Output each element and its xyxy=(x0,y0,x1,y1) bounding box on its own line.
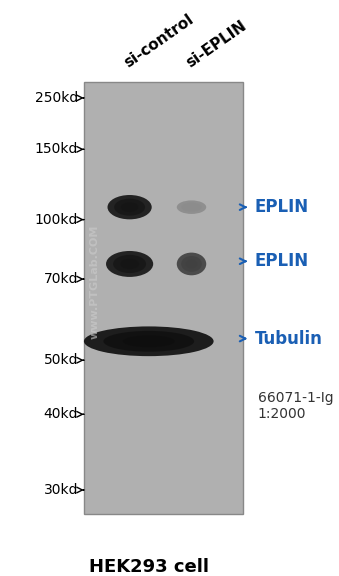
Text: 40kd: 40kd xyxy=(43,407,78,421)
Text: EPLIN: EPLIN xyxy=(255,252,309,270)
Ellipse shape xyxy=(121,202,138,212)
Ellipse shape xyxy=(186,204,197,210)
Text: 30kd: 30kd xyxy=(43,483,78,497)
Text: 50kd: 50kd xyxy=(43,353,78,367)
Ellipse shape xyxy=(107,195,152,219)
Text: HEK293 cell: HEK293 cell xyxy=(89,558,209,575)
Text: EPLIN: EPLIN xyxy=(255,198,309,216)
Text: si-control: si-control xyxy=(121,12,196,71)
Text: 150kd: 150kd xyxy=(35,142,78,156)
Text: 100kd: 100kd xyxy=(35,213,78,226)
FancyBboxPatch shape xyxy=(84,82,243,514)
Text: 66071-1-Ig
1:2000: 66071-1-Ig 1:2000 xyxy=(258,391,334,421)
Ellipse shape xyxy=(181,256,202,272)
Ellipse shape xyxy=(113,255,146,273)
Ellipse shape xyxy=(181,202,202,212)
Text: www.PTGLab.COM: www.PTGLab.COM xyxy=(90,225,100,339)
Text: 70kd: 70kd xyxy=(43,272,78,286)
Ellipse shape xyxy=(106,251,153,277)
Text: 250kd: 250kd xyxy=(35,91,78,105)
Text: si-EPLIN: si-EPLIN xyxy=(183,18,249,71)
Ellipse shape xyxy=(120,259,139,269)
Ellipse shape xyxy=(177,253,206,275)
Ellipse shape xyxy=(177,200,206,214)
Ellipse shape xyxy=(114,199,145,215)
Ellipse shape xyxy=(123,335,175,347)
Ellipse shape xyxy=(84,327,214,356)
Ellipse shape xyxy=(186,259,197,268)
Text: Tubulin: Tubulin xyxy=(255,329,323,347)
Ellipse shape xyxy=(103,331,194,352)
